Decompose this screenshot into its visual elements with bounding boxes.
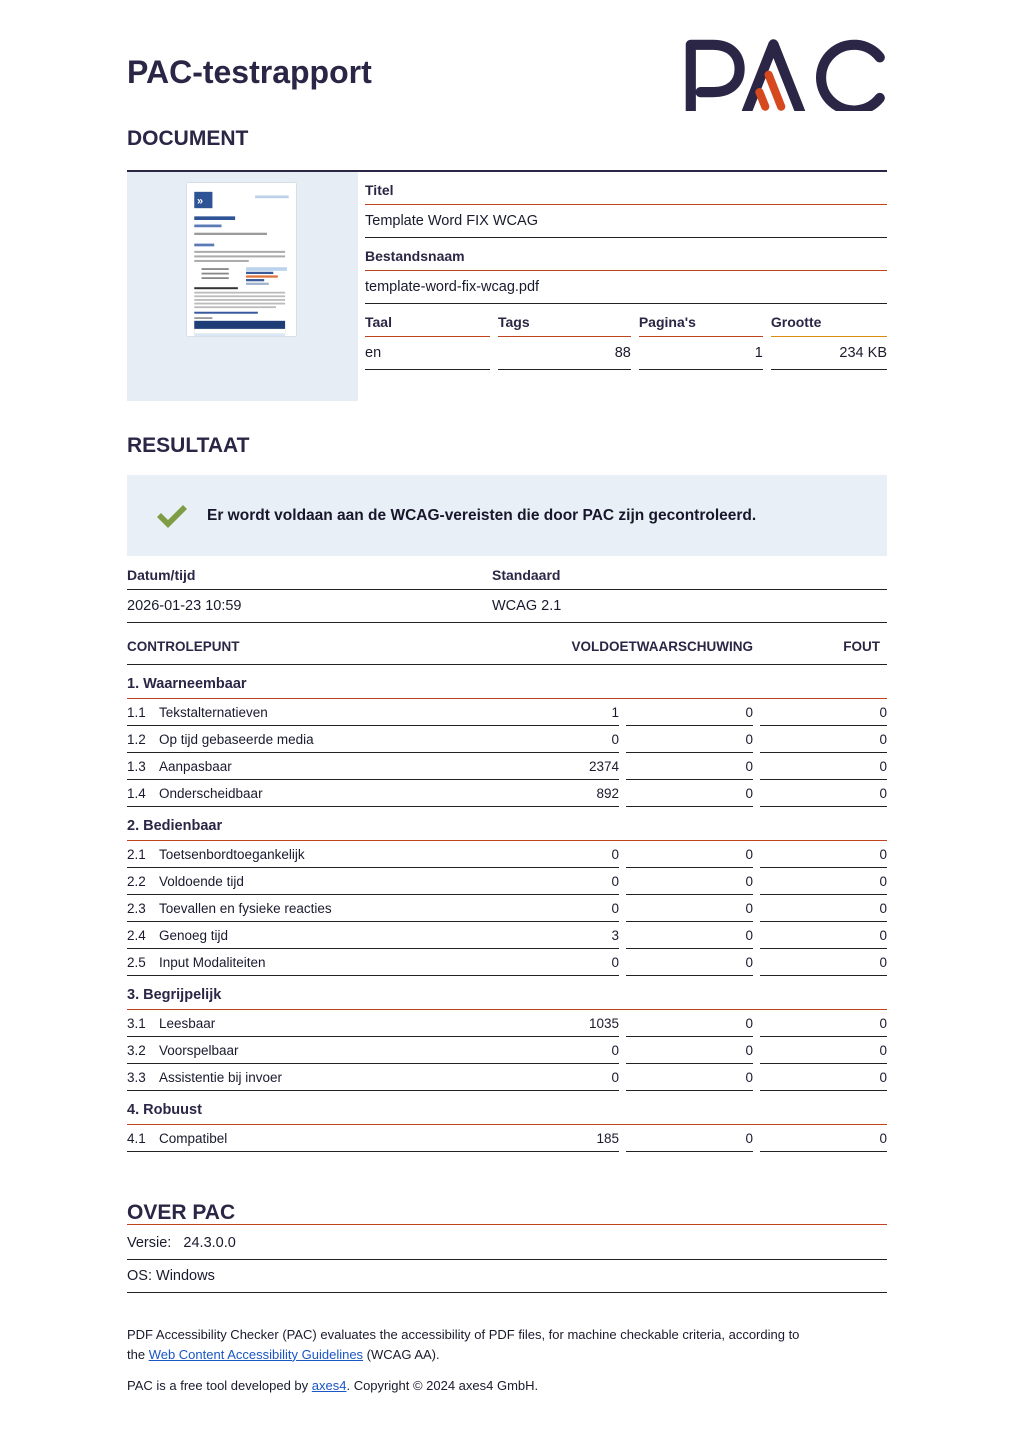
svg-text:»: » xyxy=(197,196,203,208)
